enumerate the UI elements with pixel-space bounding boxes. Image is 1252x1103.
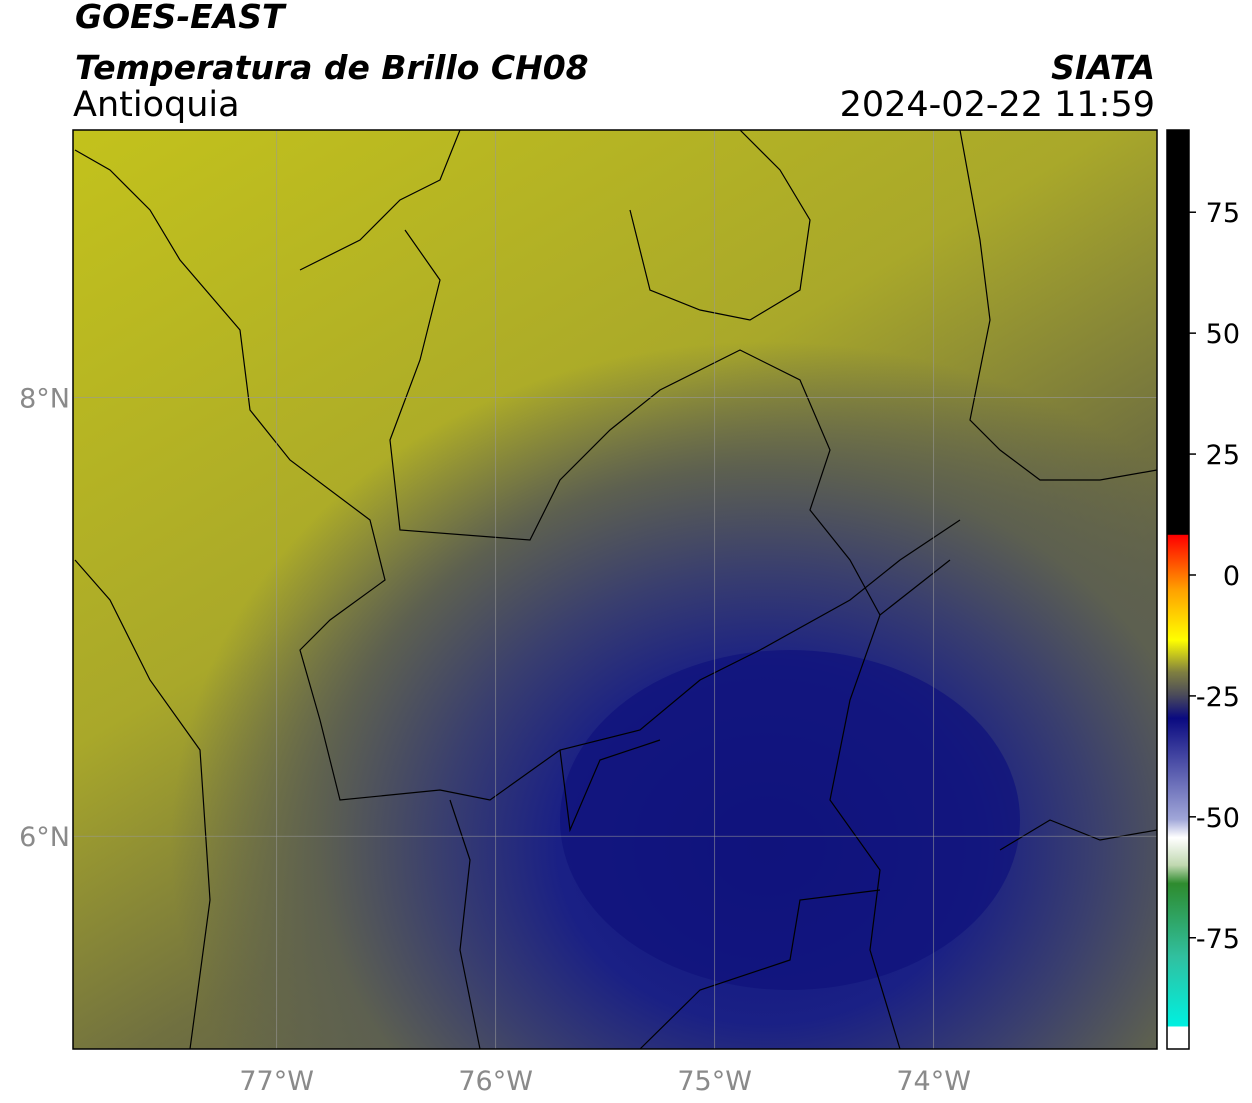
- boundaries: [74, 130, 1157, 1049]
- colorbar-tick-label: 75: [1206, 198, 1240, 229]
- colorbar-tick-label: 50: [1206, 319, 1240, 350]
- region: Antioquia: [73, 85, 240, 125]
- lon-tick-label: 74°W: [896, 1066, 971, 1097]
- colorbar-ticks: 75 50 25 0 -25 -50 -75: [1189, 198, 1240, 955]
- lat-tick-label: 6°N: [19, 822, 70, 853]
- cloud-core: [560, 650, 1020, 990]
- timestamp: 2024-02-22 11:59: [840, 85, 1155, 125]
- lat-tick-label: 8°N: [19, 384, 70, 415]
- lon-tick-label: 77°W: [239, 1066, 314, 1097]
- lon-tick-label: 76°W: [458, 1066, 533, 1097]
- colorbar: [1166, 129, 1190, 1050]
- grid: [73, 130, 1157, 1049]
- lon-tick-label: 75°W: [677, 1066, 752, 1097]
- title: GOES-EAST: [75, 0, 287, 36]
- map-frame: [72, 129, 1158, 1050]
- source: SIATA: [1051, 48, 1155, 87]
- colorbar-tick-label: 25: [1206, 440, 1240, 471]
- colorbar-tick-label: -75: [1196, 924, 1240, 955]
- subtitle: Temperatura de Brillo CH08: [75, 48, 589, 87]
- colorbar-tick-label: 0: [1223, 561, 1240, 592]
- colorbar-tick-label: -50: [1196, 803, 1240, 834]
- colorbar-tick-label: -25: [1196, 682, 1240, 713]
- map-image: [73, 130, 1157, 1049]
